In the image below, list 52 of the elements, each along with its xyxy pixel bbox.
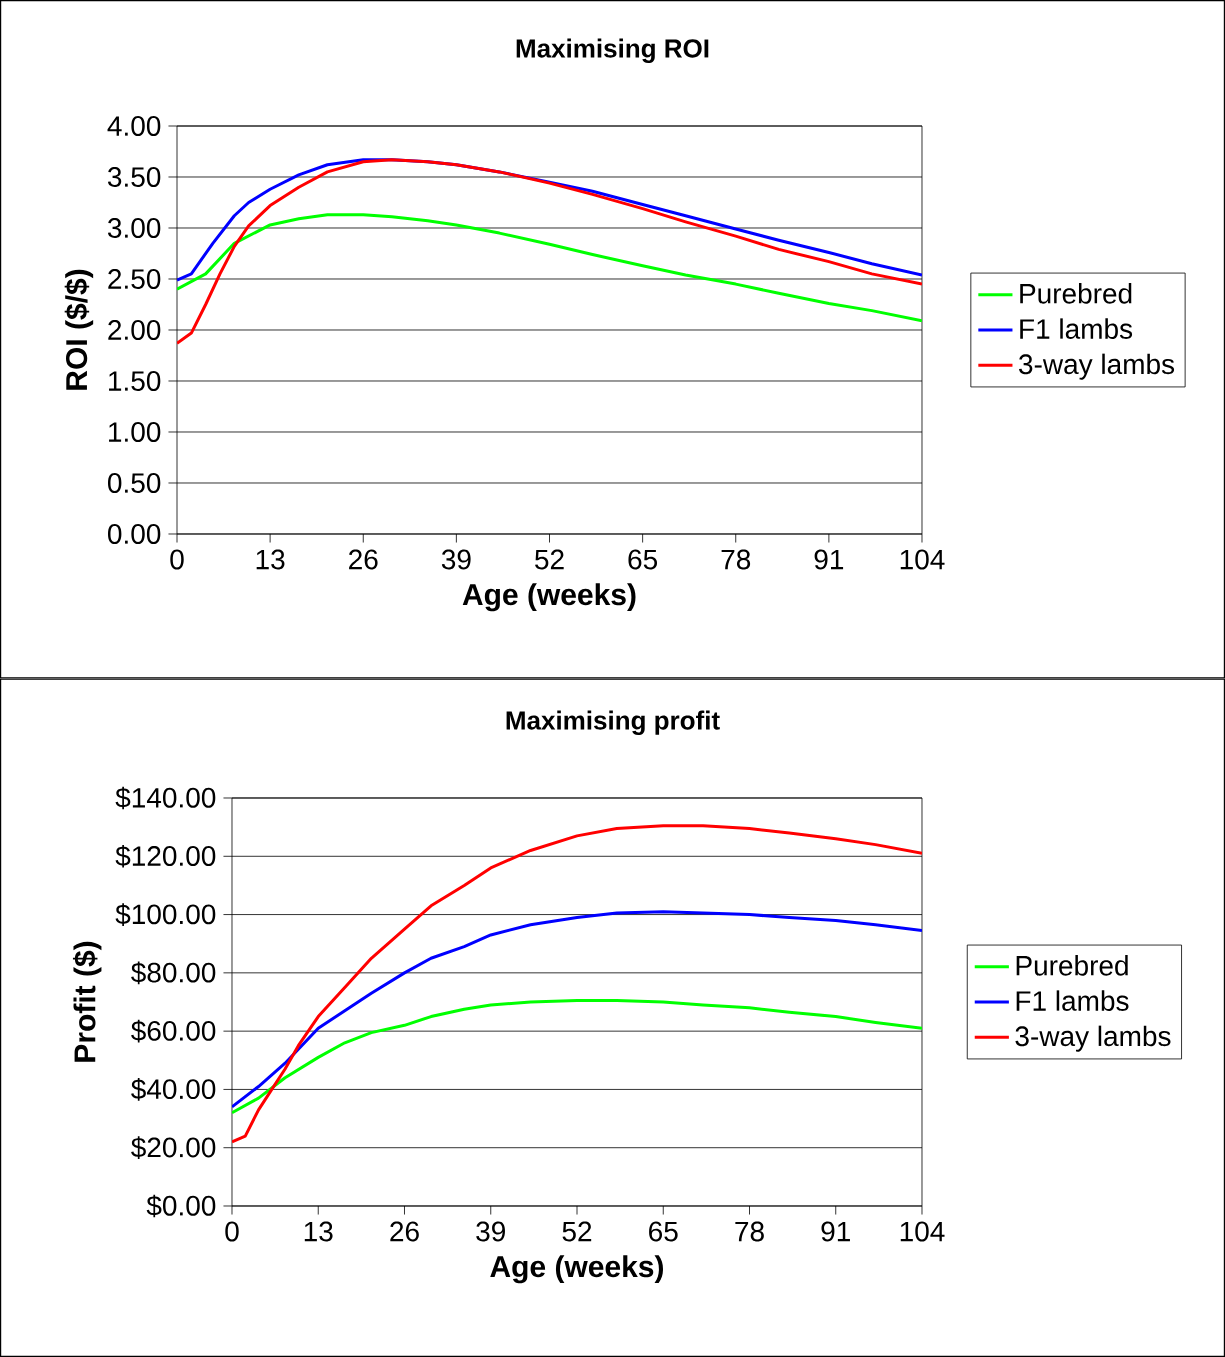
x-tick-label: 39: [441, 549, 471, 570]
x-tick-label: 39: [476, 1221, 505, 1242]
y-tick-label: 0.00: [108, 524, 161, 544]
legend-label: Purebred: [1020, 283, 1132, 304]
y-tick-label: 1.50: [109, 371, 161, 391]
x-tick-label: 0: [170, 549, 184, 570]
x-tick-label: 13: [256, 549, 285, 570]
x-tick-label: 13: [304, 1221, 333, 1242]
line-series: [232, 910, 922, 1109]
y-tick-label: $80.00: [131, 961, 216, 985]
y-axis-title: ROI ($/$): [64, 269, 94, 390]
y-tick-label: $140.00: [115, 786, 216, 810]
x-tick-label: 91: [814, 549, 844, 570]
legend-label: 3-way lambs: [1019, 353, 1175, 380]
line-series: [232, 999, 922, 1115]
chart-title: Maximising ROI: [516, 38, 709, 63]
y-tick-label: 2.00: [108, 320, 161, 340]
y-tick-label: $120.00: [115, 844, 216, 868]
x-tick-label: 78: [735, 1221, 764, 1242]
y-tick-label: $40.00: [131, 1078, 216, 1101]
y-tick-label: 0.50: [108, 473, 161, 493]
y-tick-label: 2.50: [108, 269, 161, 289]
x-tick-label: 26: [349, 549, 378, 570]
legend-label: Purebred: [1016, 955, 1128, 976]
x-axis-title: Age (weeks): [490, 1255, 663, 1284]
y-tick-label: $0.00: [146, 1194, 216, 1218]
x-tick-label: 104: [900, 549, 945, 570]
legend-label: F1 lambs: [1016, 990, 1129, 1011]
x-tick-label: 65: [649, 1221, 678, 1242]
line-series: [177, 213, 922, 323]
x-tick-label: 104: [900, 1221, 945, 1242]
x-tick-label: 91: [821, 1221, 850, 1242]
line-series: [177, 158, 922, 345]
legend-label: F1 lambs: [1020, 318, 1133, 339]
y-tick-label: 3.00: [107, 218, 161, 238]
chart-title: Maximising profit: [506, 710, 720, 735]
x-tick-label: 26: [390, 1221, 419, 1242]
x-tick-label: 52: [535, 549, 564, 570]
y-tick-label: 4.00: [107, 116, 161, 136]
line-series: [232, 824, 922, 1144]
y-tick-label: $100.00: [115, 903, 216, 926]
y-tick-label: $20.00: [131, 1136, 216, 1160]
x-axis-title: Age (weeks): [462, 583, 636, 612]
x-tick-label: 78: [721, 549, 751, 570]
y-tick-label: $60.00: [131, 1019, 216, 1043]
y-tick-label: 1.00: [109, 422, 161, 442]
x-tick-label: 52: [562, 1221, 592, 1242]
x-tick-label: 0: [225, 1221, 239, 1242]
y-tick-label: 3.50: [107, 167, 161, 187]
legend-label: 3-way lambs: [1015, 1025, 1171, 1052]
x-tick-label: 65: [628, 549, 658, 570]
y-axis-title: Profit ($): [72, 941, 102, 1062]
